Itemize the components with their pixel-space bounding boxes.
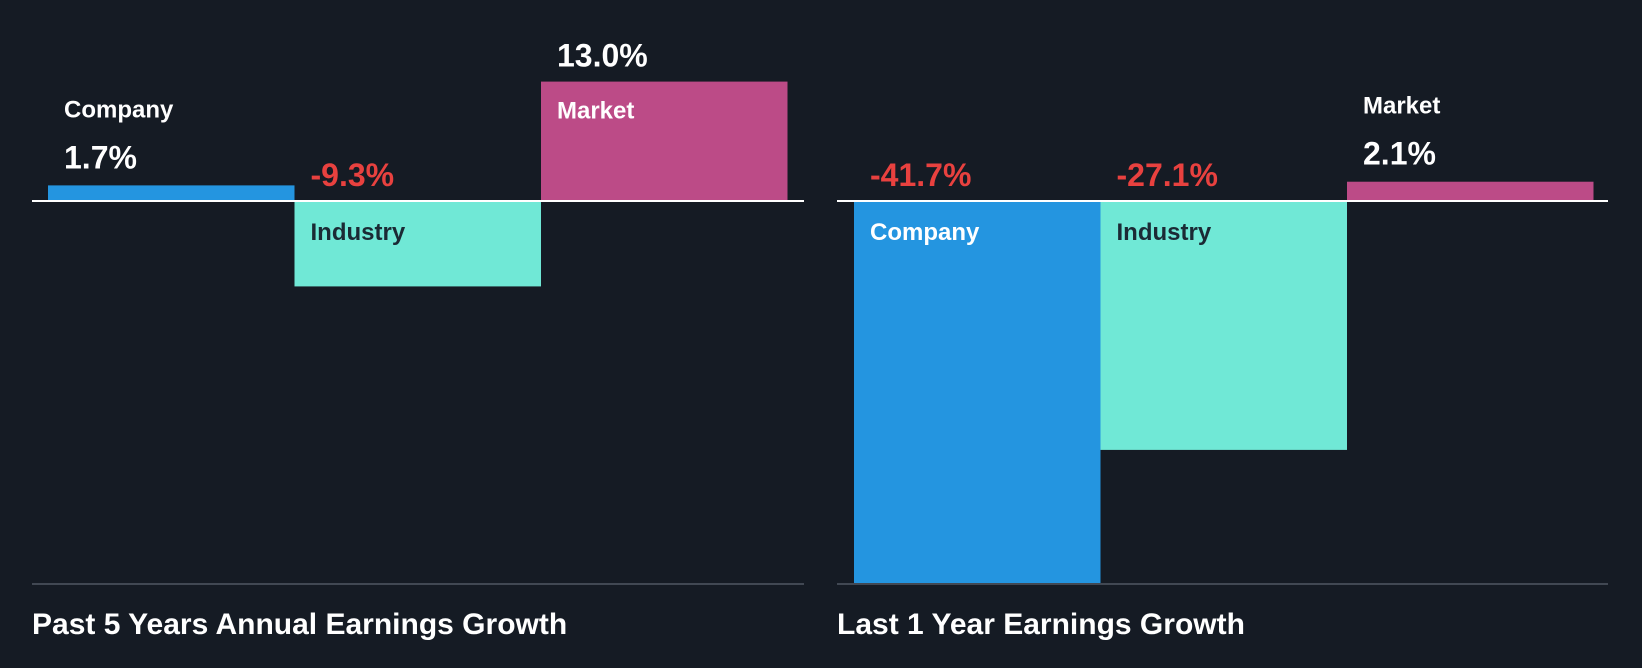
category-label-industry: Industry (311, 219, 406, 246)
category-label-industry: Industry (1117, 219, 1212, 246)
value-label-market: 2.1% (1363, 136, 1436, 172)
bar-industry-chart2 (1100, 201, 1347, 450)
category-label-company: Company (64, 96, 174, 123)
bar-market-chart2 (1347, 181, 1594, 201)
category-label-market: Market (1363, 93, 1440, 120)
value-label-company: 1.7% (64, 139, 137, 175)
value-label-industry: -27.1% (1117, 157, 1218, 193)
chart-title-1: Past 5 Years Annual Earnings Growth (32, 608, 567, 641)
bar-company-chart1 (48, 185, 295, 201)
bar-industry-chart1 (294, 201, 541, 287)
value-label-market: 13.0% (557, 38, 648, 74)
bar-market-chart1 (541, 81, 788, 201)
value-label-company: -41.7% (870, 157, 971, 193)
chart-title-2: Last 1 Year Earnings Growth (837, 608, 1245, 641)
category-label-company: Company (870, 219, 980, 246)
value-label-industry: -9.3% (311, 157, 395, 193)
category-label-market: Market (557, 98, 634, 125)
bar-company-chart2 (854, 201, 1101, 584)
